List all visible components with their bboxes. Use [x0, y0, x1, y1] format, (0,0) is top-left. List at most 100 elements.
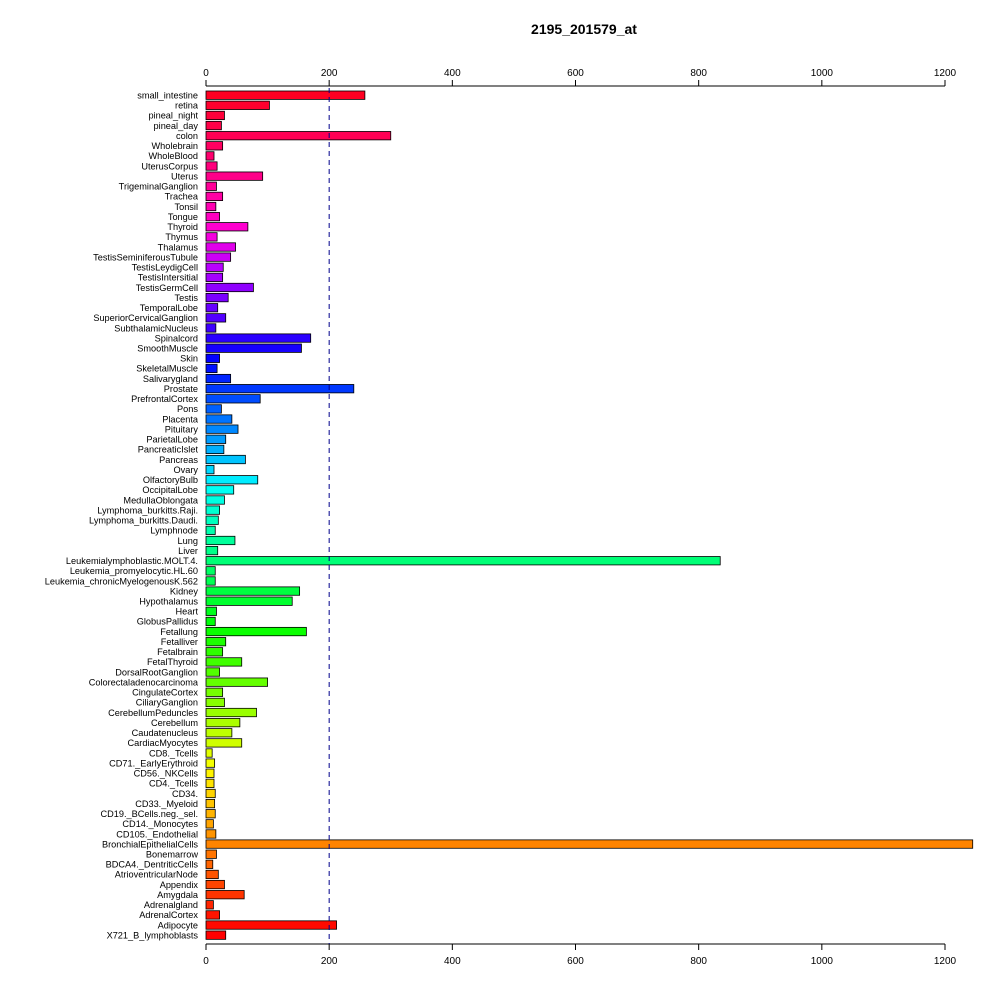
bar-SkeletalMuscle [205, 363, 218, 374]
category-label: WholeBlood [148, 151, 198, 161]
bottom-axis-tick-label: 400 [444, 956, 461, 967]
bar-TestisLeydigCell [205, 262, 224, 272]
bar-Pituitary [205, 424, 239, 434]
bar-colon [205, 131, 392, 141]
bar-GlobusPallidus [205, 616, 216, 627]
category-label: colon [176, 131, 198, 141]
bars-group [205, 90, 974, 940]
category-label: Thalamus [158, 242, 199, 252]
top-axis-tick-label: 1200 [934, 68, 957, 79]
category-label: small_intestine [137, 91, 198, 101]
bar-MedullaOblongata [205, 495, 225, 505]
bar-SubthalamicNucleus [205, 323, 217, 333]
bar-Testis [205, 292, 229, 303]
category-label: Lymphnode [150, 526, 198, 536]
bar-FetalThyroid [205, 657, 243, 667]
bar-CD33._Myeloid [205, 799, 216, 809]
bar-Spinalcord [205, 333, 312, 343]
bar-pineal_night [205, 110, 225, 121]
bar-TestisSeminiferousTubule [205, 252, 232, 262]
category-label: BDCA4._DentriticCells [106, 860, 199, 870]
bar-Leukemia_chronicMyelogenousK.562 [205, 576, 216, 586]
category-label: Wholebrain [152, 141, 198, 151]
category-label: AtrioventricularNode [115, 870, 198, 880]
category-label: UterusCorpus [141, 161, 198, 171]
category-label: Lymphoma_burkitts.Raji. [97, 505, 198, 515]
category-label: Cerebellum [151, 718, 198, 728]
bar-Thalamus [205, 242, 236, 252]
bar-Cerebellum [205, 718, 241, 728]
category-label: SuperiorCervicalGanglion [93, 313, 198, 323]
category-label: CD33._Myeloid [135, 799, 198, 809]
bar-CD19._BCells.neg._sel. [205, 809, 216, 819]
bar-CD4._Tcells [205, 778, 215, 788]
category-label: Leukemia_promyelocytic.HL.60 [70, 566, 198, 576]
bar-PrefrontalCortex [205, 394, 261, 404]
bar-CD71._EarlyErythroid [205, 758, 216, 768]
category-label: CiliaryGanglion [136, 698, 198, 708]
bar-Lymphoma_burkitts.Daudi. [205, 515, 219, 525]
bar-Pancreas [205, 454, 246, 465]
bar-AtrioventricularNode [205, 869, 219, 880]
bar-CiliaryGanglion [205, 697, 225, 708]
chart-title: 2195_201579_at [531, 21, 637, 37]
category-label: AdrenalCortex [139, 910, 198, 920]
bar-Pons [205, 404, 222, 414]
category-label: Amygdala [157, 890, 199, 900]
top-axis-tick-label: 400 [444, 68, 461, 79]
category-label: X721_B_lymphoblasts [107, 930, 199, 940]
category-label: ParietalLobe [146, 435, 198, 445]
category-label: Bonemarrow [146, 850, 198, 860]
category-label: TestisLeydigCell [132, 263, 198, 273]
bar-CerebellumPeduncles [205, 707, 257, 718]
bottom-axis-tick-label: 0 [203, 956, 209, 967]
top-axis-tick-label: 800 [690, 68, 707, 79]
category-label: pineal_night [148, 111, 198, 121]
category-label: pineal_day [154, 121, 199, 131]
bar-Heart [205, 606, 217, 616]
bar-PancreaticIslet [205, 444, 225, 455]
category-label: CD105._Endothelial [116, 829, 198, 839]
bar-AdrenalCortex [205, 910, 220, 920]
category-label: Prostate [164, 384, 198, 394]
category-label: CardiacMyocytes [128, 738, 199, 748]
category-label: Salivarygland [143, 374, 198, 384]
category-label: SmoothMuscle [137, 344, 198, 354]
category-label: Skin [180, 354, 198, 364]
bar-Tongue [205, 212, 220, 222]
bottom-x-axis: 0 200 400 600 800 1000 1200 [203, 943, 957, 967]
category-label: SkeletalMuscle [136, 364, 198, 374]
category-label: GlobusPallidus [137, 617, 199, 627]
bar-CD14._Monocytes [205, 819, 214, 829]
bar-WholeBlood [205, 151, 215, 161]
bar-small_intestine [205, 90, 366, 100]
bar-Amygdala [205, 890, 245, 900]
bar-retina [205, 100, 270, 110]
category-label: Placenta [162, 414, 199, 424]
bar-SmoothMuscle [205, 343, 302, 353]
bar-DorsalRootGanglion [205, 667, 220, 677]
bar-SuperiorCervicalGanglion [205, 313, 227, 323]
category-label: MedullaOblongata [123, 495, 198, 505]
top-axis-tick-label: 0 [203, 68, 209, 79]
bottom-axis-tick-label: 200 [321, 956, 338, 967]
bar-TestisGermCell [205, 282, 254, 293]
bar-pineal_day [205, 120, 222, 131]
bar-TestisIntersitial [205, 272, 224, 282]
bar-CD8._Tcells [205, 748, 213, 758]
category-label: Fetalliver [161, 637, 198, 647]
bar-Fetallung [205, 626, 307, 637]
bar-TemporalLobe [205, 303, 219, 313]
category-label: Thyroid [167, 222, 198, 232]
category-label: Heart [176, 607, 199, 617]
category-label: CerebellumPeduncles [108, 708, 198, 718]
category-label: FetalThyroid [147, 657, 198, 667]
bar-Fetalbrain [205, 647, 224, 657]
category-label: Hypothalamus [139, 597, 198, 607]
bar-ParietalLobe [205, 434, 227, 444]
category-label: CD4._Tcells [149, 779, 198, 789]
bar-CD34. [205, 788, 216, 799]
bar-CardiacMyocytes [205, 738, 243, 748]
category-label: PrefrontalCortex [131, 394, 198, 404]
